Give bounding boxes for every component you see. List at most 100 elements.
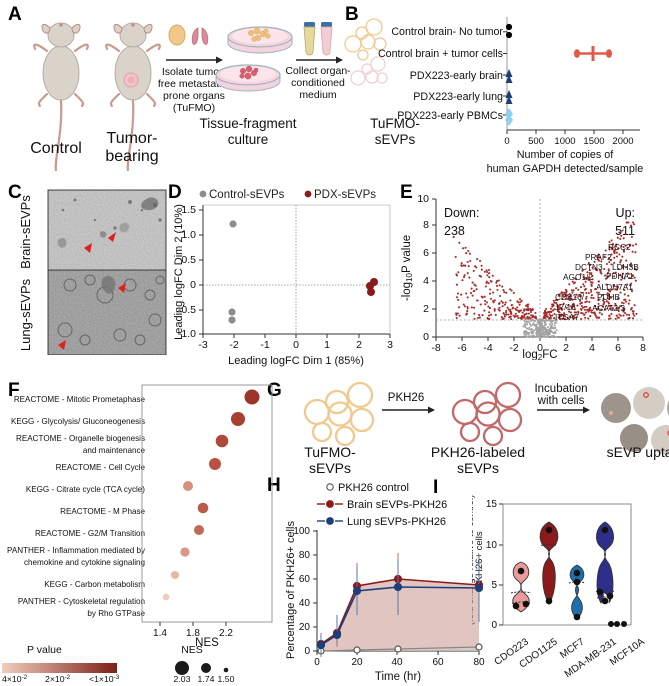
svg-text:1000: 1000 xyxy=(554,136,575,147)
svg-text:40: 40 xyxy=(391,657,403,668)
svg-text:RCC2: RCC2 xyxy=(608,242,631,252)
svg-text:Time (hr): Time (hr) xyxy=(375,671,421,683)
svg-text:2: 2 xyxy=(423,303,429,315)
svg-text:Lung sEVPs-PKH26: Lung sEVPs-PKH26 xyxy=(347,516,446,528)
svg-text:sEVPs: sEVPs xyxy=(309,460,351,476)
svg-text:-2: -2 xyxy=(229,339,238,351)
svg-text:Tissue-fragment: Tissue-fragment xyxy=(199,116,296,131)
svg-text:REACTOME - Organelle biogenesi: REACTOME - Organelle biogenesis xyxy=(16,434,145,443)
svg-text:(TuFMO): (TuFMO) xyxy=(173,102,215,114)
svg-text:1.50: 1.50 xyxy=(218,674,235,684)
svg-text:2.2: 2.2 xyxy=(219,628,233,639)
svg-text:REACTOME - G2/M Transition: REACTOME - G2/M Transition xyxy=(35,529,145,538)
svg-text:Number of copies of: Number of copies of xyxy=(517,149,615,161)
svg-text:sEVPs: sEVPs xyxy=(457,460,499,476)
svg-text:Leading logFC Dim 1 (85%): Leading logFC Dim 1 (85%) xyxy=(228,355,364,367)
svg-text:TuFMO-: TuFMO- xyxy=(304,444,356,460)
svg-text:by Rho GTPase: by Rho GTPase xyxy=(87,609,145,618)
svg-text:CDK16/: CDK16/ xyxy=(555,292,585,302)
svg-text:ITGA7: ITGA7 xyxy=(555,312,579,322)
svg-text:60: 60 xyxy=(299,574,311,585)
svg-text:20: 20 xyxy=(351,657,363,668)
svg-text:Leading logFC Dim 2 (10%): Leading logFC Dim 2 (10%) xyxy=(173,204,185,340)
svg-text:-3: -3 xyxy=(198,339,207,351)
svg-text:2: 2 xyxy=(563,342,569,354)
svg-text:-4: -4 xyxy=(483,342,492,354)
svg-text:4: 4 xyxy=(589,342,595,354)
svg-text:REACTOME - Mitotic Prometaphas: REACTOME - Mitotic Prometaphase xyxy=(14,395,146,404)
svg-text:chemokine and cytokine signali: chemokine and cytokine signaling xyxy=(24,558,145,567)
svg-text:Lung-sEVPs: Lung-sEVPs xyxy=(18,278,33,351)
svg-text:bearing: bearing xyxy=(105,148,158,165)
svg-text:PDX223-early brain: PDX223-early brain xyxy=(410,70,503,82)
svg-text:Brain-sEVPs: Brain-sEVPs xyxy=(18,195,33,269)
svg-text:60: 60 xyxy=(432,657,444,668)
svg-text:PDHB: PDHB xyxy=(597,292,621,302)
svg-text:PANTHER - Cytoskeletal regulat: PANTHER - Cytoskeletal regulation xyxy=(18,597,145,606)
svg-text:P value: P value xyxy=(27,644,62,656)
svg-text:PDHA1: PDHA1 xyxy=(606,271,634,281)
svg-text:Incubation: Incubation xyxy=(534,383,587,395)
svg-text:sEVP uptake: sEVP uptake xyxy=(607,444,669,460)
svg-text:0: 0 xyxy=(293,339,299,351)
svg-text:1: 1 xyxy=(324,339,330,351)
svg-text:with cells: with cells xyxy=(537,395,585,407)
svg-text:0: 0 xyxy=(423,331,429,343)
svg-text:culture: culture xyxy=(228,132,269,147)
svg-text:KEGG - Glycolysis/ Gluconeogen: KEGG - Glycolysis/ Gluconeogenesis xyxy=(11,417,145,426)
svg-text:2: 2 xyxy=(356,339,362,351)
svg-text:human GAPDH detected/sample: human GAPDH detected/sample xyxy=(487,163,644,175)
svg-text:NES: NES xyxy=(181,644,203,656)
svg-text:ALDH7A1: ALDH7A1 xyxy=(596,282,633,292)
svg-text:REACTOME - Cell Cycle: REACTOME - Cell Cycle xyxy=(56,463,146,472)
svg-text:3: 3 xyxy=(387,339,393,351)
svg-text:Control brain- No tumor: Control brain- No tumor xyxy=(391,26,503,38)
svg-text:PKH26: PKH26 xyxy=(388,392,424,404)
svg-text:KEGG - Carbon metabolism: KEGG - Carbon metabolism xyxy=(44,580,145,589)
svg-text:Brain sEVPs-PKH26: Brain sEVPs-PKH26 xyxy=(347,499,447,511)
svg-text:ACAT2/3: ACAT2/3 xyxy=(592,303,625,313)
svg-text:REACTOME - M Phase: REACTOME - M Phase xyxy=(60,507,145,516)
svg-text:AGO1/2: AGO1/2 xyxy=(563,272,593,282)
svg-text:Control: Control xyxy=(30,140,82,157)
svg-text:80: 80 xyxy=(299,550,311,561)
svg-text:6: 6 xyxy=(615,342,621,354)
svg-text:80: 80 xyxy=(473,657,485,668)
svg-text:2×10-2: 2×10-2 xyxy=(45,674,71,684)
svg-text:Control brain + tumor cells: Control brain + tumor cells xyxy=(378,48,503,60)
svg-text:4: 4 xyxy=(423,275,429,287)
svg-text:Down:: Down: xyxy=(444,206,479,220)
svg-text:DCTN3: DCTN3 xyxy=(575,262,603,272)
svg-text:6: 6 xyxy=(423,247,429,259)
svg-text:2.03: 2.03 xyxy=(174,674,191,684)
svg-text:<1×10-3: <1×10-3 xyxy=(89,674,120,684)
svg-text:KEGG - Citrate cycle (TCA cycl: KEGG - Citrate cycle (TCA cycle) xyxy=(26,485,145,494)
svg-text:1.4: 1.4 xyxy=(153,628,167,639)
svg-text:and maintenance: and maintenance xyxy=(83,446,146,455)
svg-text:Tumor-: Tumor- xyxy=(107,130,158,147)
svg-text:511: 511 xyxy=(615,224,635,238)
svg-text:Percentage of PKH26+ cells: Percentage of PKH26+ cells xyxy=(285,521,297,659)
svg-text:238: 238 xyxy=(444,224,465,238)
svg-text:1.74: 1.74 xyxy=(198,674,215,684)
svg-text:prone organs: prone organs xyxy=(163,90,225,102)
svg-text:medium: medium xyxy=(299,89,337,101)
svg-text:20: 20 xyxy=(299,622,311,633)
svg-text:conditioned: conditioned xyxy=(291,77,345,89)
svg-text:0: 0 xyxy=(190,279,196,291)
svg-text:-8: -8 xyxy=(431,342,440,354)
svg-text:0: 0 xyxy=(314,657,320,668)
svg-text:0: 0 xyxy=(504,136,509,147)
svg-text:8: 8 xyxy=(423,219,429,231)
svg-text:-6: -6 xyxy=(457,342,466,354)
svg-text:-1: -1 xyxy=(260,339,269,351)
svg-text:PDX223-early PBMCs: PDX223-early PBMCs xyxy=(397,110,503,122)
svg-text:40: 40 xyxy=(299,598,311,609)
svg-text:2000: 2000 xyxy=(612,136,633,147)
svg-text:500: 500 xyxy=(528,136,544,147)
svg-text:4×10-2: 4×10-2 xyxy=(2,674,28,684)
svg-text:8: 8 xyxy=(640,342,646,354)
svg-text:1500: 1500 xyxy=(583,136,604,147)
svg-text:PDX223-early lung: PDX223-early lung xyxy=(413,91,503,103)
svg-text:Up:: Up: xyxy=(616,206,635,220)
